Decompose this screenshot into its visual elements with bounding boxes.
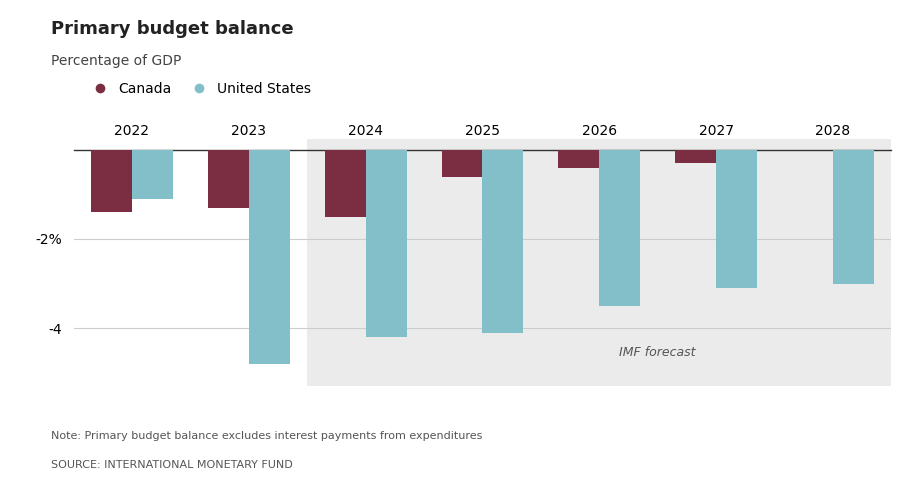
Bar: [132, 150, 173, 199]
Bar: [249, 150, 289, 364]
Bar: [366, 150, 406, 337]
Bar: [716, 150, 757, 288]
Bar: [442, 150, 482, 177]
Text: Percentage of GDP: Percentage of GDP: [51, 54, 181, 68]
Text: IMF forecast: IMF forecast: [619, 346, 696, 359]
Text: Primary budget balance: Primary budget balance: [51, 20, 293, 38]
Bar: [324, 150, 366, 217]
Bar: [91, 150, 132, 212]
Bar: [208, 150, 249, 208]
Bar: [675, 150, 716, 163]
Text: Note: Primary budget balance excludes interest payments from expenditures: Note: Primary budget balance excludes in…: [51, 431, 482, 441]
Bar: [482, 150, 523, 333]
Bar: [559, 150, 599, 168]
Bar: [833, 150, 874, 284]
Text: SOURCE: INTERNATIONAL MONETARY FUND: SOURCE: INTERNATIONAL MONETARY FUND: [51, 460, 292, 470]
Legend: Canada, United States: Canada, United States: [81, 76, 317, 101]
Bar: [599, 150, 641, 306]
Bar: [307, 139, 891, 386]
